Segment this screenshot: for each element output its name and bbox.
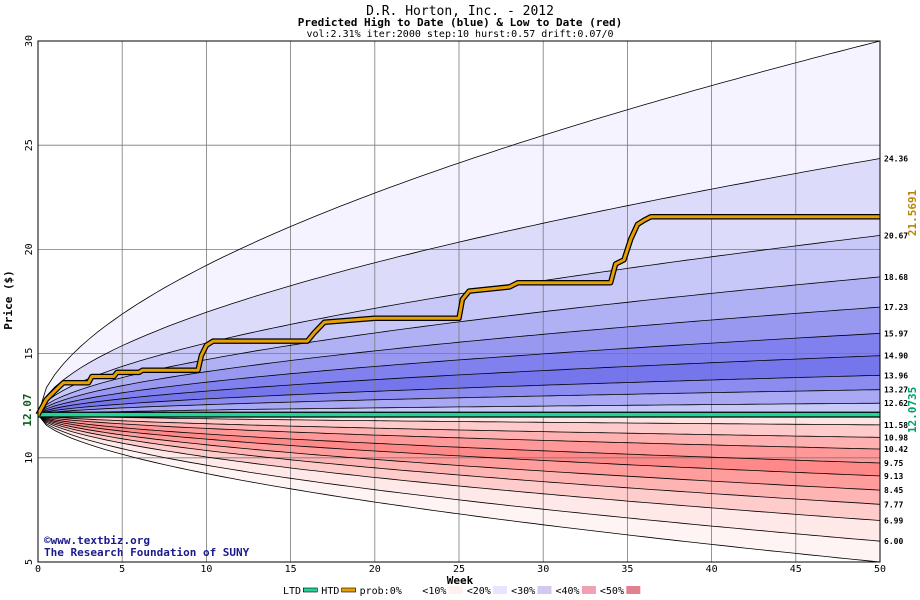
credit-website: ©www.textbiz.org [44, 534, 150, 547]
legend-swatch [626, 586, 641, 594]
legend-swatch-ltd [302, 587, 318, 593]
chart-subtitle: Predicted High to Date (blue) & Low to D… [298, 16, 623, 29]
band-line [37, 414, 881, 464]
band-line [37, 235, 881, 415]
upper-band [38, 307, 880, 415]
band-end-label: 7.77 [884, 500, 903, 509]
band-end-label: 11.58 [884, 421, 908, 430]
x-tick-label: 0 [35, 564, 41, 575]
credit-organization: The Research Foundation of SUNY [44, 546, 250, 559]
band-end-label: 14.90 [884, 352, 908, 361]
x-tick-label: 5 [119, 564, 125, 575]
legend-swatch [448, 586, 463, 594]
band-end-label: 6.99 [884, 517, 903, 526]
band-line [37, 333, 881, 416]
x-tick-label: 50 [874, 564, 886, 575]
legend-swatch [581, 586, 596, 594]
htd-line [36, 215, 880, 416]
x-tick-label: 35 [621, 564, 633, 575]
x-tick-label: 30 [537, 564, 549, 575]
legend-label: LTD [283, 586, 301, 597]
y-axis-label: Price ($) [2, 270, 15, 330]
legend-label: <50% [600, 586, 624, 597]
x-tick-labels: 0 5 10 15 20 25 30 35 40 45 50 [35, 564, 886, 575]
y-tick-label: 20 [24, 243, 35, 255]
band-line [37, 414, 881, 491]
chart-title: D.R. Horton, Inc. - 2012 [366, 4, 554, 19]
band-end-label: 24.36 [884, 155, 908, 164]
band-end-label: 20.67 [884, 231, 908, 240]
band-line [37, 414, 881, 426]
band-line [37, 414, 881, 450]
band-end-label: 10.42 [884, 445, 908, 454]
band-line [37, 355, 881, 416]
lower-band [38, 414, 880, 521]
band-line [37, 414, 881, 505]
lower-band [38, 414, 880, 505]
legend-label: HTD [321, 586, 339, 597]
band-end-label: 13.96 [884, 371, 908, 380]
y-tick-label: 30 [24, 35, 35, 47]
x-tick-label: 10 [200, 564, 212, 575]
band-end-label: 18.68 [884, 273, 908, 282]
band-line [37, 414, 881, 542]
plot-frame [37, 40, 881, 563]
band-end-label: 17.23 [884, 303, 908, 312]
band-line [37, 389, 881, 416]
band-end-labels: 24.36 20.67 18.68 17.23 15.97 14.90 13.96 13.27… [884, 155, 908, 547]
band-line [37, 158, 881, 415]
band-line [37, 414, 881, 521]
x-tick-label: 20 [369, 564, 381, 575]
y-tick-label: 5 [24, 559, 35, 565]
legend-swatch [537, 586, 552, 594]
legend-label: <20% [467, 586, 491, 597]
chart-parameters: vol:2.31% iter:2000 step:10 hurst:0.57 d… [306, 29, 613, 40]
htd-end-label: 21.5691 [906, 189, 919, 236]
band-end-label: 9.13 [884, 472, 903, 481]
band-line [37, 374, 881, 416]
legend-label: <10% [422, 586, 446, 597]
band-line [37, 306, 881, 415]
band-lines [37, 40, 881, 563]
band-line [37, 276, 881, 415]
lower-band [38, 414, 880, 562]
y-tick-label: 10 [24, 452, 35, 464]
start-price-label: 12.07 [21, 393, 34, 426]
band-line [37, 414, 881, 477]
band-end-label: 15.97 [884, 329, 908, 338]
upper-band [38, 276, 880, 415]
lower-band [38, 414, 880, 542]
outer-lower-line [37, 414, 881, 563]
upper-band [38, 235, 880, 415]
band-end-label: 9.75 [884, 459, 903, 468]
legend-swatch [404, 586, 419, 594]
band-end-label: 10.98 [884, 433, 908, 442]
legend-swatch-htd [341, 587, 356, 593]
y-tick-label: 15 [24, 348, 35, 360]
band-end-label: 12.62 [884, 399, 908, 408]
band-line [37, 414, 881, 438]
legend-label: prob:0% [360, 586, 402, 597]
x-axis-label: Week [447, 574, 474, 587]
y-tick-label: 25 [24, 139, 35, 151]
y-tick-labels: 5 10 15 20 25 30 [24, 35, 35, 565]
legend: LTD HTD prob:0% <10% <20% <30% <40% <50% [283, 586, 641, 597]
x-tick-label: 25 [453, 564, 465, 575]
series-layer [35, 213, 880, 418]
x-tick-label: 15 [285, 564, 297, 575]
x-tick-label: 40 [706, 564, 718, 575]
band-line [37, 402, 881, 416]
band-end-label: 8.45 [884, 486, 903, 495]
legend-label: <40% [556, 586, 580, 597]
x-tick-label: 45 [790, 564, 802, 575]
ltd-end-label: 12.0735 [906, 387, 919, 433]
legend-swatch [493, 586, 508, 594]
outer-upper-line [37, 40, 881, 415]
band-end-label: 6.00 [884, 537, 903, 546]
band-end-label: 13.27 [884, 386, 908, 395]
lower-band [38, 414, 880, 476]
legend-label: <30% [511, 586, 535, 597]
lower-band [38, 414, 880, 491]
